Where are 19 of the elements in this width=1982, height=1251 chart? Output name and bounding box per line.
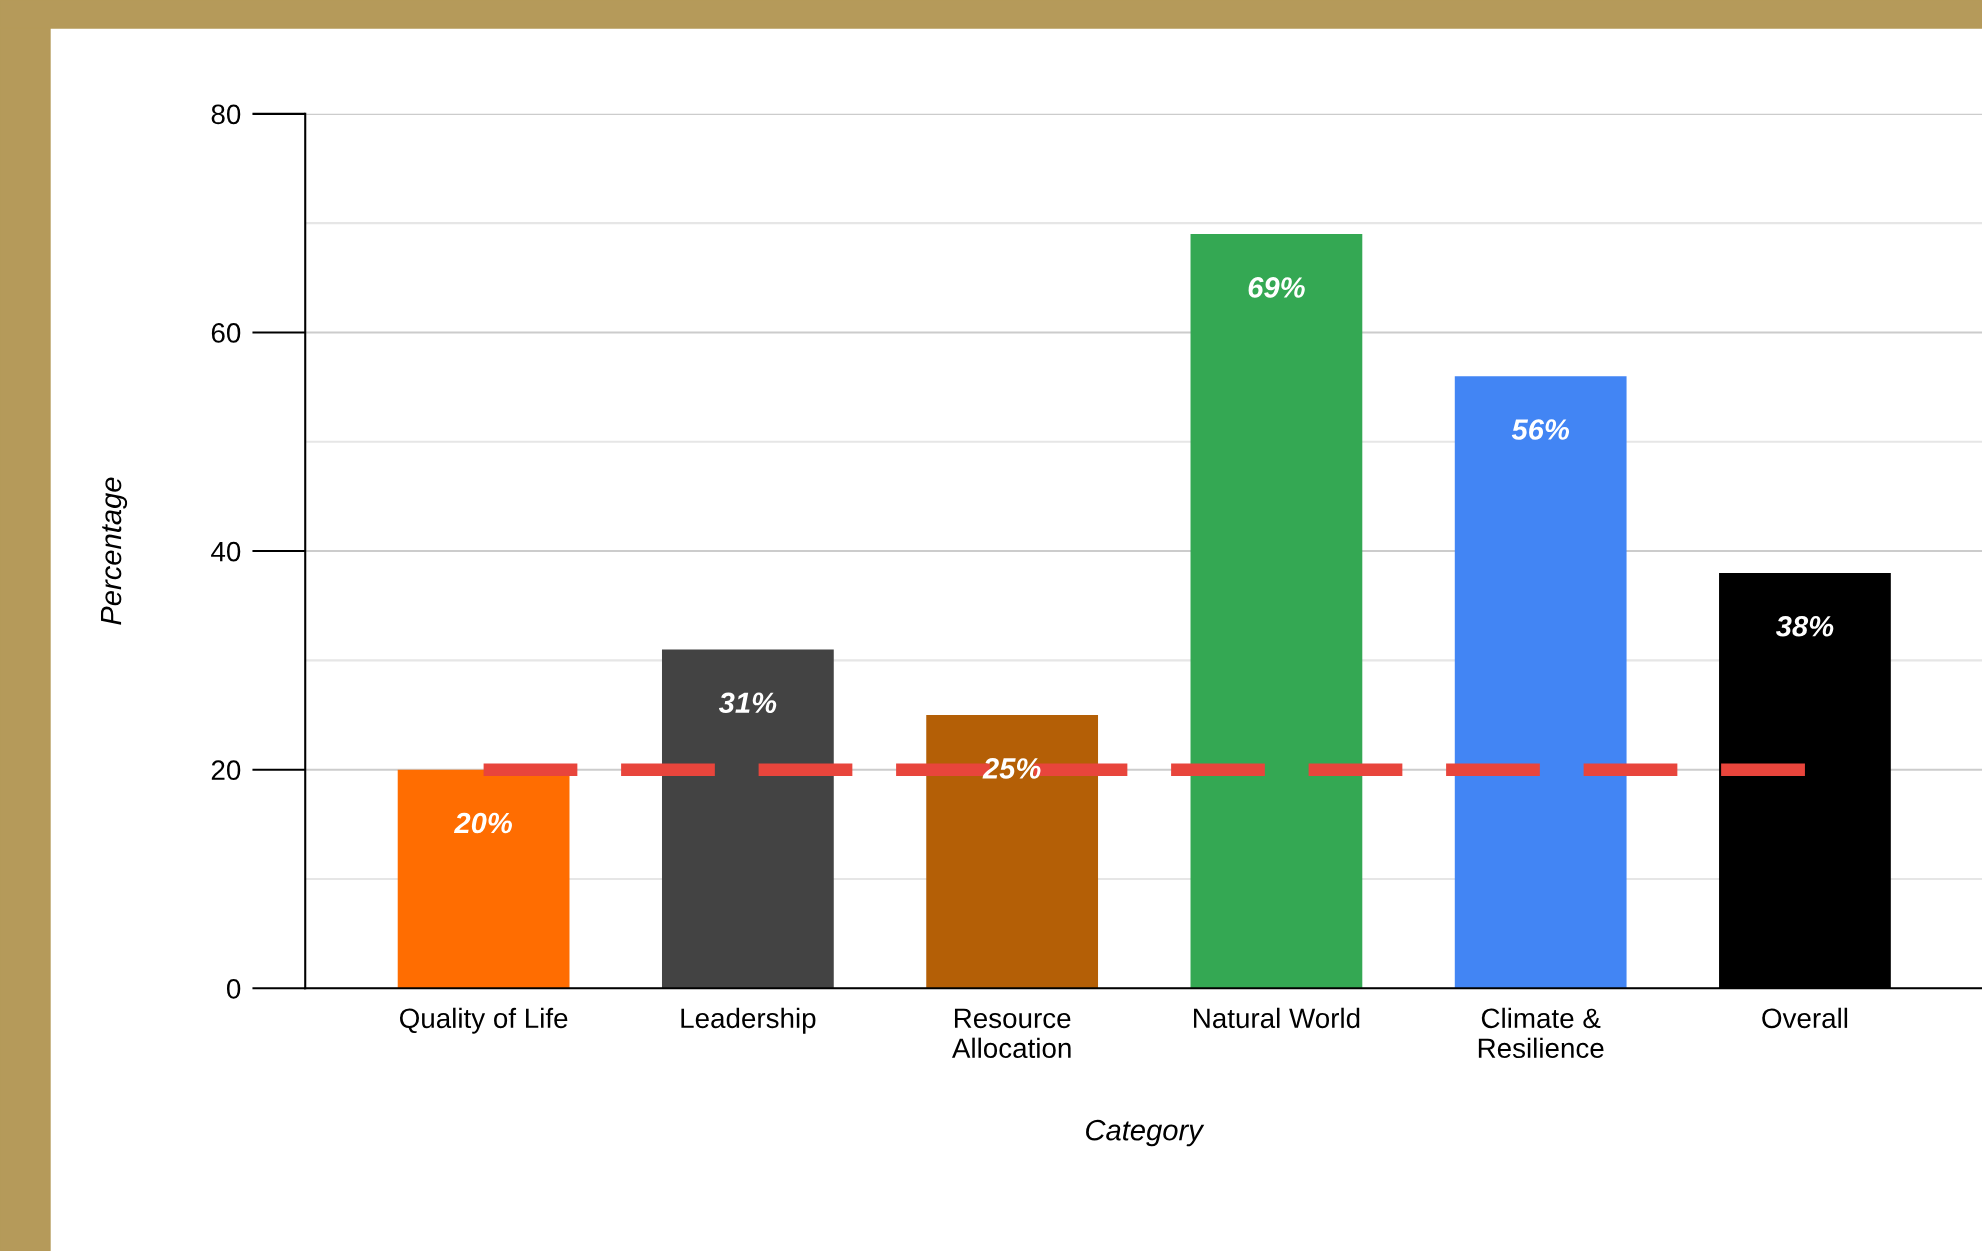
data-label: 69% [1248,277,1305,298]
x-tick-label: Resource Allocation [951,1008,1071,1059]
data-label: 56% [1511,419,1570,440]
x-axis-title: Category [1086,1119,1205,1147]
y-tick-label: 60 [211,323,241,343]
y-tick-label: 40 [211,541,241,562]
y-tick-label: 0 [226,978,241,999]
x-tick-label: Natural World [1194,1007,1360,1029]
y-tick-label: 80 [211,104,241,125]
x-tick-label: Climate & Resilience [1478,1007,1604,1059]
data-label: 38% [1775,615,1834,637]
y-tick-label: 20 [211,760,241,781]
y-axis-title: Percentage [100,477,128,625]
data-label: 20% [453,812,512,834]
x-tick-label: Quality of Life [400,1007,568,1034]
x-tick-label: Leadership [681,1007,816,1034]
x-tick-label: Overall [1762,1007,1848,1029]
data-label: 25% [982,758,1041,779]
data-label: 31% [718,692,777,714]
